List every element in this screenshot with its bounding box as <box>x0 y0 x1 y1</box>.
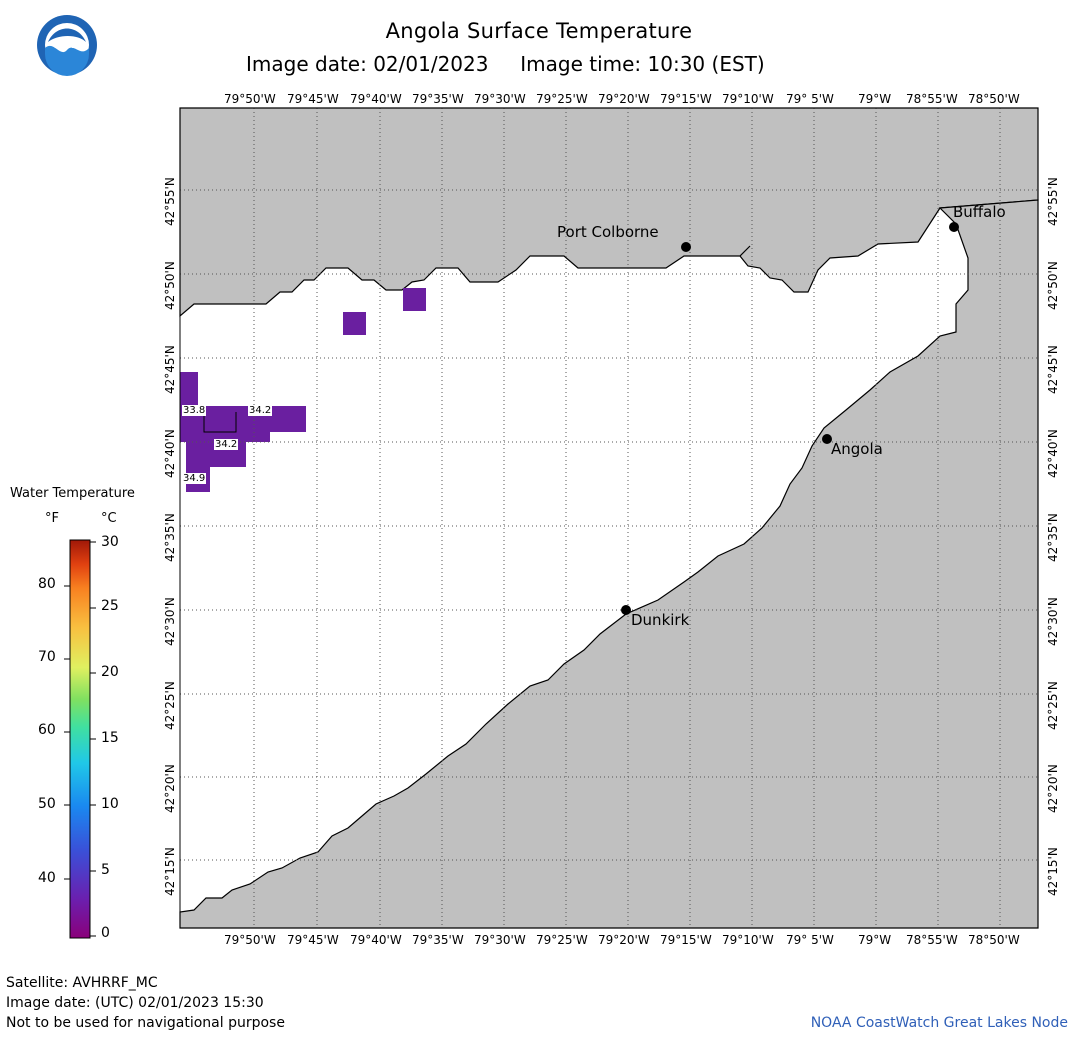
lat-label-right: 42°50'N <box>1046 261 1060 310</box>
city-label-port-colborne: Port Colborne <box>557 223 659 241</box>
image-date-time: Image date: 02/01/2023 Image time: 10:30… <box>246 52 765 76</box>
legend-tick-f: 50 <box>38 796 56 812</box>
legend-tick-c: 25 <box>101 598 119 614</box>
disclaimer: Not to be used for navigational purpose <box>6 1015 285 1031</box>
temperature-contour <box>203 412 237 433</box>
lat-label-right: 42°55'N <box>1046 177 1060 226</box>
lat-label-right: 42°30'N <box>1046 597 1060 646</box>
temp-label: 34.9 <box>182 473 207 484</box>
map-frame <box>179 107 1039 929</box>
lat-label-left: 42°40'N <box>163 429 177 478</box>
lon-label-bottom: 78°55'W <box>906 933 958 947</box>
lon-label-bottom: 79°35'W <box>412 933 464 947</box>
legend-unit-celsius: °C <box>101 511 117 526</box>
south-shore-land <box>179 199 1039 929</box>
lat-label-right: 42°40'N <box>1046 429 1060 478</box>
lat-label-right: 42°25'N <box>1046 681 1060 730</box>
lat-label-right: 42°35'N <box>1046 513 1060 562</box>
lon-label-top: 78°50'W <box>968 92 1020 106</box>
lon-label-bottom: 79°15'W <box>660 933 712 947</box>
legend-tick-c: 10 <box>101 796 119 812</box>
lon-label-bottom: 79° 5'W <box>786 933 834 947</box>
temp-label: 33.8 <box>182 405 207 416</box>
legend-tick-f: 70 <box>38 649 56 665</box>
lat-label-left: 42°45'N <box>163 345 177 394</box>
satellite-info: Satellite: AVHRRF_MC <box>6 975 158 991</box>
lon-label-bottom: 79°10'W <box>722 933 774 947</box>
legend-tick-f: 40 <box>38 870 56 886</box>
buffalo-marker[interactable] <box>949 222 959 232</box>
temp-label: 34.2 <box>248 405 273 416</box>
legend-title: Water Temperature <box>10 486 135 501</box>
lon-label-bottom: 79°25'W <box>536 933 588 947</box>
lat-label-left: 42°20'N <box>163 764 177 813</box>
lat-label-right: 42°20'N <box>1046 764 1060 813</box>
lon-label-top: 79°W <box>858 92 892 106</box>
lon-label-bottom: 79°20'W <box>598 933 650 947</box>
angola-marker[interactable] <box>822 434 832 444</box>
lat-label-left: 42°50'N <box>163 261 177 310</box>
legend-tick-c: 5 <box>101 862 110 878</box>
city-label-angola: Angola <box>831 440 883 458</box>
lon-label-top: 79°15'W <box>660 92 712 106</box>
lat-label-right: 42°45'N <box>1046 345 1060 394</box>
legend-tick-c: 0 <box>101 925 110 941</box>
color-scale-bar <box>64 539 96 939</box>
lon-label-top: 79°10'W <box>722 92 774 106</box>
lon-label-bottom: 78°50'W <box>968 933 1020 947</box>
logo-text: NOAA <box>54 41 80 50</box>
temp-label: 34.2 <box>214 439 239 450</box>
lon-label-bottom: 79°W <box>858 933 892 947</box>
lat-label-left: 42°55'N <box>163 177 177 226</box>
page-title: Angola Surface Temperature <box>385 19 693 43</box>
legend-tick-c: 30 <box>101 534 119 550</box>
lon-label-top: 79°25'W <box>536 92 588 106</box>
north-shore-land <box>179 107 1039 318</box>
map-gridlines <box>180 108 1038 928</box>
lon-label-bottom: 79°45'W <box>287 933 339 947</box>
dunkirk-marker[interactable] <box>621 605 631 615</box>
lon-label-top: 79°20'W <box>598 92 650 106</box>
utc-date-info: Image date: (UTC) 02/01/2023 15:30 <box>6 995 264 1011</box>
lon-label-top: 79°40'W <box>350 92 402 106</box>
lon-label-top: 78°55'W <box>906 92 958 106</box>
lon-label-top: 79°45'W <box>287 92 339 106</box>
city-label-dunkirk: Dunkirk <box>631 611 690 629</box>
lon-label-top: 79°35'W <box>412 92 464 106</box>
port-colborne-marker[interactable] <box>681 242 691 252</box>
legend-tick-f: 60 <box>38 722 56 738</box>
lon-label-top: 79° 5'W <box>786 92 834 106</box>
lon-label-bottom: 79°40'W <box>350 933 402 947</box>
lat-label-left: 42°35'N <box>163 513 177 562</box>
noaa-logo: NOAA <box>37 15 97 76</box>
city-label-buffalo: Buffalo <box>953 203 1006 221</box>
legend-tick-f: 80 <box>38 576 56 592</box>
legend-tick-c: 15 <box>101 730 119 746</box>
lon-label-bottom: 79°30'W <box>474 933 526 947</box>
lat-label-left: 42°30'N <box>163 597 177 646</box>
lat-label-right: 42°15'N <box>1046 847 1060 896</box>
lon-label-top: 79°50'W <box>224 92 276 106</box>
legend-unit-fahrenheit: °F <box>45 511 59 526</box>
lon-label-top: 79°30'W <box>474 92 526 106</box>
lat-label-left: 42°15'N <box>163 847 177 896</box>
credit-link[interactable]: NOAA CoastWatch Great Lakes Node <box>810 1015 1068 1031</box>
lat-label-left: 42°25'N <box>163 681 177 730</box>
lon-label-bottom: 79°50'W <box>224 933 276 947</box>
legend-tick-c: 20 <box>101 664 119 680</box>
